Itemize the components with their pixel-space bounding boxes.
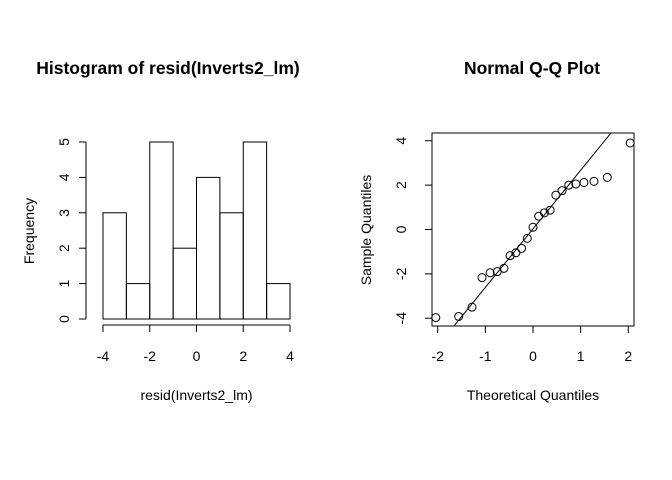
qq-x-tick-label: -1 (479, 348, 492, 364)
qq-point (485, 268, 495, 278)
histogram-y-tick-label: 2 (56, 244, 72, 252)
qq-point (431, 313, 441, 323)
histogram-bar (125, 283, 151, 320)
qq-point (499, 263, 509, 273)
qq-point (545, 205, 555, 215)
histogram-svg: -4 -2 0 2 4 0 1 2 3 4 5 resid(Inverts2_lm) Frequency (21, 138, 294, 403)
histogram-x-axis-label: resid(Inverts2_lm) (140, 387, 252, 403)
qq-x-axis-label: Theoretical Quantiles (467, 387, 599, 403)
histogram-bar (219, 212, 244, 320)
qq-point (625, 138, 635, 148)
histogram-y-tick-label: 5 (56, 138, 72, 146)
qq-reference-line (453, 133, 612, 326)
qq-y-tick-label: 2 (393, 181, 409, 189)
qq-y-axis-label: Sample Quantiles (358, 175, 374, 286)
histogram-panel: Histogram of resid(Inverts2_lm) -4 -2 0 2 4 0… (0, 58, 336, 403)
qq-point (467, 302, 477, 312)
histogram-bar (172, 247, 197, 320)
histogram-x-tick-label: 4 (286, 348, 294, 364)
histogram-bar (242, 141, 268, 320)
histogram-y-tick-label: 3 (56, 209, 72, 217)
histogram-x-tick-label: -2 (144, 348, 157, 364)
qq-y-tick-label: -4 (393, 312, 409, 325)
histogram-y-tick-label: 4 (56, 173, 72, 181)
histogram-y-axis-label: Frequency (21, 198, 37, 264)
histogram-bar (149, 141, 174, 320)
histogram-bar (102, 212, 127, 320)
qq-point (557, 186, 567, 196)
histogram-x-tick-label: -4 (97, 348, 110, 364)
qq-point (522, 233, 532, 243)
qq-panel: -2 -1 0 1 2 -4 -2 0 2 4 Theoretical Quantiles Sampl… (336, 0, 672, 480)
qq-point (511, 248, 521, 258)
qq-x-tick-label: -2 (431, 348, 444, 364)
qq-x-tick-label: 0 (529, 348, 537, 364)
histogram-title: Histogram of resid(Inverts2_lm) (0, 58, 336, 79)
qq-y-tick-label: -2 (393, 267, 409, 280)
qq-point (551, 190, 561, 200)
qq-y-tick-label: 0 (393, 225, 409, 233)
qq-y-tick-label: 4 (393, 137, 409, 145)
qq-point (579, 177, 589, 187)
qq-point (602, 172, 612, 182)
histogram-title-text: Histogram of resid(Inverts2_lm) (36, 58, 300, 78)
qq-x-tick-label: 1 (577, 348, 585, 364)
histogram-bar (196, 176, 221, 320)
qq-title: Normal Q-Q Plot (463, 58, 601, 78)
qq-point (564, 180, 574, 190)
qq-point (505, 251, 515, 261)
qq-svg: -2 -1 0 1 2 -4 -2 0 2 4 Theoretical Quantiles Sampl… (358, 132, 635, 403)
histogram-y-tick-label: 1 (56, 279, 72, 287)
histogram-x-tick-label: 0 (193, 348, 201, 364)
qq-point (528, 222, 538, 232)
histogram-y-tick-label: 0 (56, 315, 72, 323)
qq-point (517, 243, 527, 253)
histogram-x-tick-label: 2 (239, 348, 247, 364)
qq-point (454, 311, 464, 321)
histogram-bar (266, 283, 291, 320)
qq-point (589, 176, 599, 186)
qq-point (477, 273, 487, 283)
qq-point (539, 208, 549, 218)
qq-x-tick-label: 2 (624, 348, 632, 364)
